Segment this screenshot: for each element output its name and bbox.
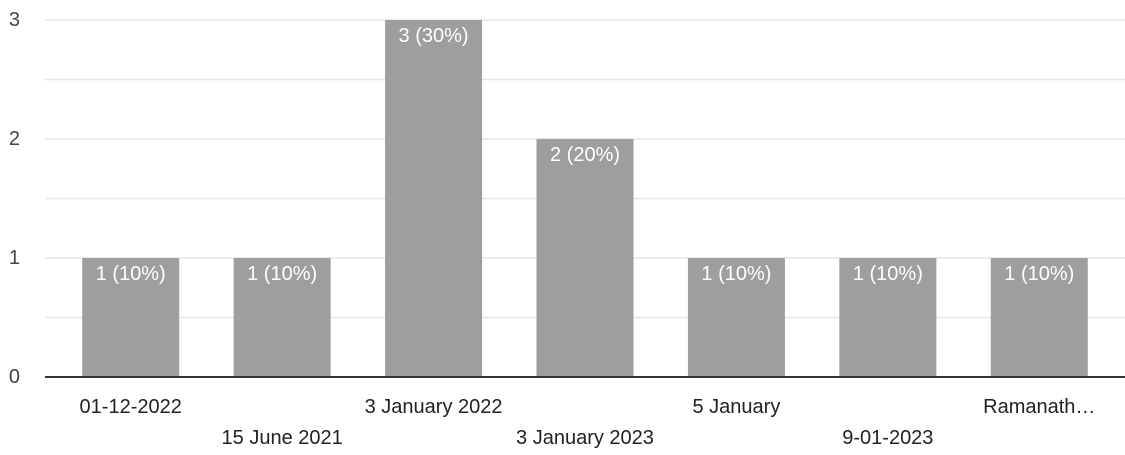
x-tick-label: Ramanath… xyxy=(983,396,1095,418)
bars xyxy=(82,20,1088,377)
bar xyxy=(687,258,785,377)
data-label: 1 (10%) xyxy=(96,263,166,285)
x-tick-label: 3 January 2023 xyxy=(516,427,654,449)
y-tick-label: 3 xyxy=(9,9,20,31)
bar xyxy=(536,139,634,377)
bar xyxy=(385,20,483,377)
x-axis-labels: 01-12-2022 15 June 2021 3 January 2022 3 Ja… xyxy=(80,396,1096,449)
x-tick-label: 3 January 2022 xyxy=(365,396,503,418)
data-label: 1 (10%) xyxy=(853,263,923,285)
bar xyxy=(233,258,331,377)
x-tick-label: 5 January xyxy=(693,396,781,418)
bar xyxy=(82,258,180,377)
data-label: 1 (10%) xyxy=(701,263,771,285)
y-tick-label: 0 xyxy=(9,366,20,388)
bar xyxy=(990,258,1088,377)
x-tick-label: 15 June 2021 xyxy=(222,427,343,449)
data-label: 2 (20%) xyxy=(550,144,620,166)
y-tick-label: 2 xyxy=(9,128,20,150)
data-label: 3 (30%) xyxy=(399,25,469,47)
x-tick-label: 01-12-2022 xyxy=(80,396,182,418)
y-axis-ticks: 0 1 2 3 xyxy=(9,9,20,388)
data-label: 1 (10%) xyxy=(247,263,317,285)
data-labels: 1 (10%) 1 (10%) 3 (30%) 2 (20%) 1 (10%) 1 (10… xyxy=(96,25,1075,285)
y-tick-label: 1 xyxy=(9,247,20,269)
data-label: 1 (10%) xyxy=(1004,263,1074,285)
x-tick-label: 9-01-2023 xyxy=(842,427,933,449)
bar xyxy=(839,258,937,377)
